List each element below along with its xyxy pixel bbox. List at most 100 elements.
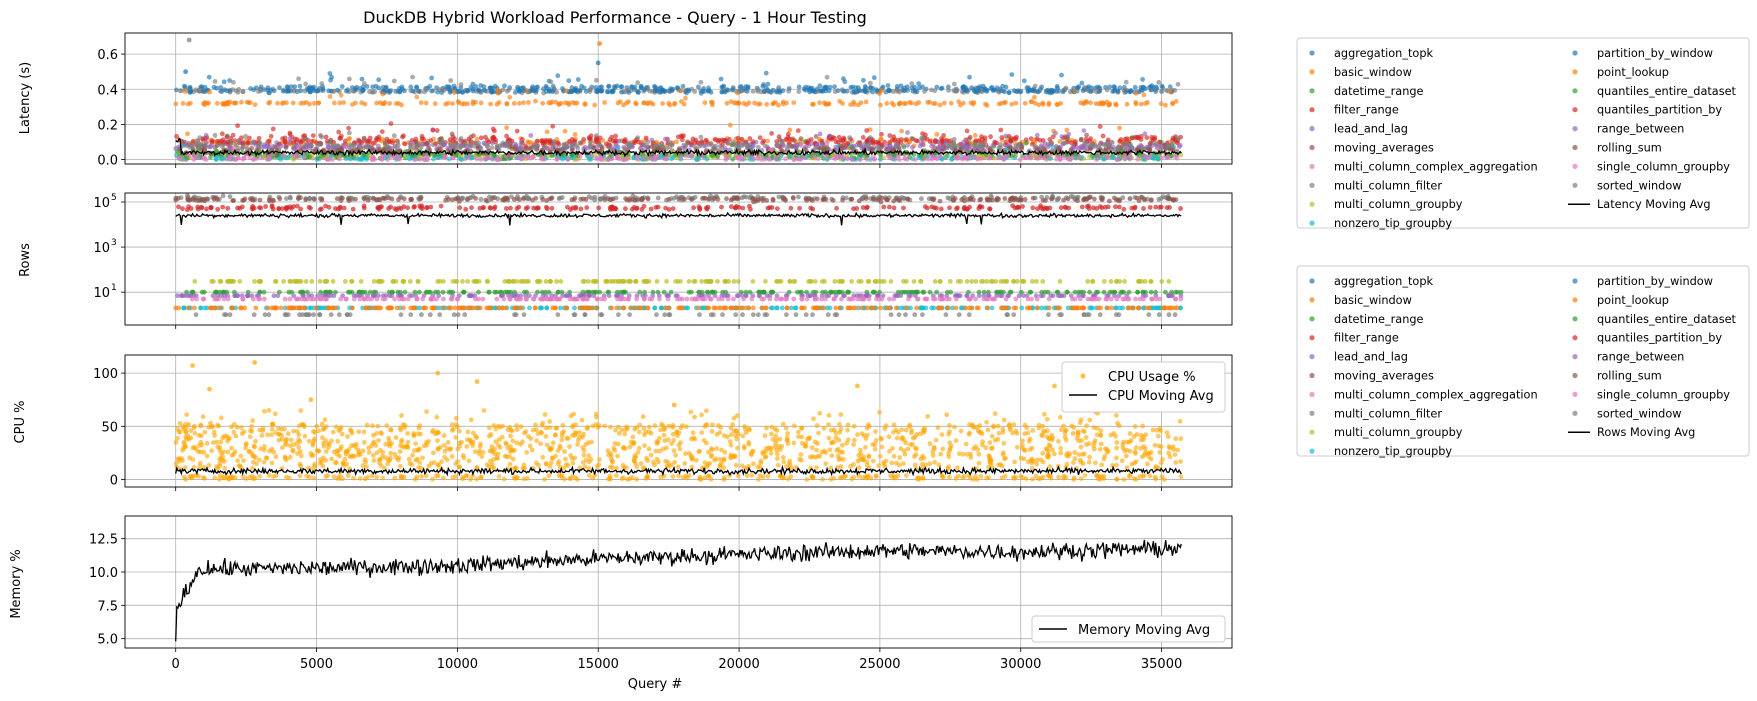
data-point [440, 279, 446, 284]
data-point [394, 207, 399, 213]
data-point [702, 100, 708, 106]
data-point [904, 137, 909, 142]
data-point [188, 89, 193, 94]
data-point [208, 144, 213, 150]
data-point [179, 88, 185, 93]
data-point [555, 73, 561, 79]
data-point [1107, 102, 1112, 108]
data-point [1138, 194, 1144, 200]
data-point [595, 60, 601, 66]
data-point [661, 289, 667, 295]
data-point [678, 154, 684, 160]
data-point [405, 205, 410, 211]
data-point [506, 87, 512, 93]
data-point [959, 156, 965, 162]
data-point [220, 204, 226, 210]
data-point [1082, 100, 1087, 105]
data-point [1092, 196, 1097, 202]
data-point [937, 279, 943, 284]
data-point [319, 196, 325, 202]
data-point [489, 145, 495, 151]
data-point [465, 197, 470, 203]
data-point [642, 87, 647, 93]
data-point [741, 86, 747, 91]
data-point [1046, 100, 1052, 106]
data-point [199, 289, 205, 295]
data-point [502, 83, 507, 89]
data-point [631, 205, 637, 210]
data-point [911, 279, 917, 284]
data-point [266, 90, 272, 96]
data-point [956, 99, 962, 104]
data-point [815, 156, 821, 162]
data-point [1133, 90, 1139, 96]
data-point [1021, 78, 1027, 84]
data-point [680, 83, 686, 89]
data-point [435, 89, 440, 95]
data-point [668, 140, 673, 145]
data-point [1167, 84, 1173, 90]
data-point [666, 100, 672, 106]
data-point [750, 279, 756, 284]
data-point [1003, 133, 1009, 139]
data-point [247, 155, 253, 160]
data-point [761, 138, 767, 144]
data-point [891, 205, 897, 211]
data-point [1040, 101, 1046, 107]
data-point [795, 128, 801, 134]
data-point [407, 156, 413, 162]
data-point [218, 138, 224, 144]
data-point [572, 132, 578, 137]
data-point [871, 196, 876, 202]
data-point [597, 142, 603, 148]
data-point [381, 195, 387, 201]
data-point [1158, 204, 1164, 210]
data-point [286, 88, 291, 93]
data-point [473, 279, 479, 284]
data-point [904, 279, 909, 284]
data-point [668, 289, 674, 295]
data-point [463, 206, 469, 212]
data-point [878, 152, 883, 158]
data-point [808, 196, 814, 202]
y-tick-label: 0.0 [97, 154, 118, 169]
data-point [1076, 155, 1082, 160]
data-point [291, 140, 296, 145]
data-point [1079, 204, 1085, 210]
data-point [347, 130, 352, 136]
data-point [1114, 157, 1120, 162]
data-point [539, 138, 544, 144]
data-point [712, 137, 718, 143]
data-point [220, 193, 226, 199]
data-point [1025, 88, 1031, 94]
data-point [252, 102, 258, 107]
data-point [1078, 136, 1084, 142]
data-point [909, 136, 915, 142]
data-point [689, 289, 694, 295]
data-point [177, 155, 183, 160]
data-point [393, 279, 399, 284]
data-point [722, 279, 728, 284]
data-point [750, 88, 756, 94]
data-point [555, 289, 561, 295]
data-point [919, 196, 924, 202]
data-point [593, 155, 599, 161]
data-point [877, 91, 882, 96]
data-point [353, 87, 359, 93]
data-point [239, 135, 244, 141]
data-point [428, 204, 434, 210]
data-point [606, 84, 612, 89]
data-point [1065, 196, 1071, 202]
data-point [1059, 72, 1064, 78]
data-point [452, 90, 457, 95]
data-point [481, 87, 487, 93]
data-point [1147, 205, 1153, 210]
data-point [641, 100, 647, 106]
data-point [918, 141, 924, 146]
data-point [1148, 279, 1154, 284]
data-point [349, 279, 354, 284]
data-point [556, 142, 562, 147]
data-point [330, 279, 336, 284]
data-point [276, 206, 282, 212]
